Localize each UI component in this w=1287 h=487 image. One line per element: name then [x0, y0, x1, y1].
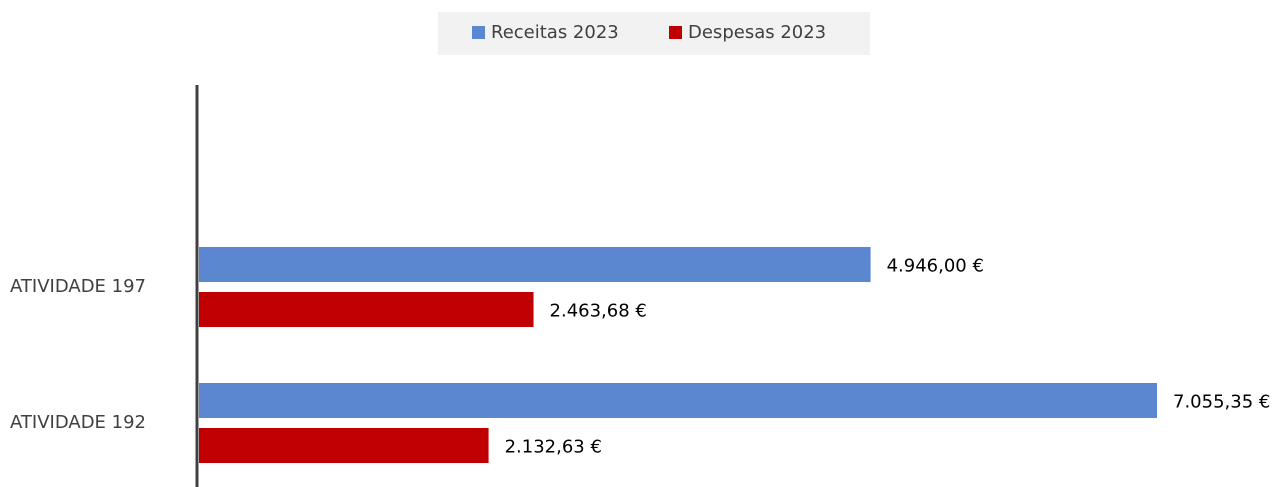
legend-swatch [669, 26, 682, 39]
category-label: ATIVIDADE 192 [10, 412, 146, 433]
legend-box [438, 12, 870, 55]
bar [199, 383, 1157, 418]
bar [199, 247, 871, 282]
legend-label: Despesas 2023 [688, 22, 826, 43]
value-label: 2.463,68 € [550, 301, 647, 322]
bar [199, 428, 489, 463]
bar [199, 292, 534, 327]
value-label: 7.055,35 € [1173, 392, 1270, 413]
legend-swatch [472, 26, 485, 39]
value-label: 4.946,00 € [887, 256, 984, 277]
category-label: ATIVIDADE 197 [10, 276, 146, 297]
legend-label: Receitas 2023 [491, 22, 619, 43]
value-label: 2.132,63 € [505, 437, 602, 458]
